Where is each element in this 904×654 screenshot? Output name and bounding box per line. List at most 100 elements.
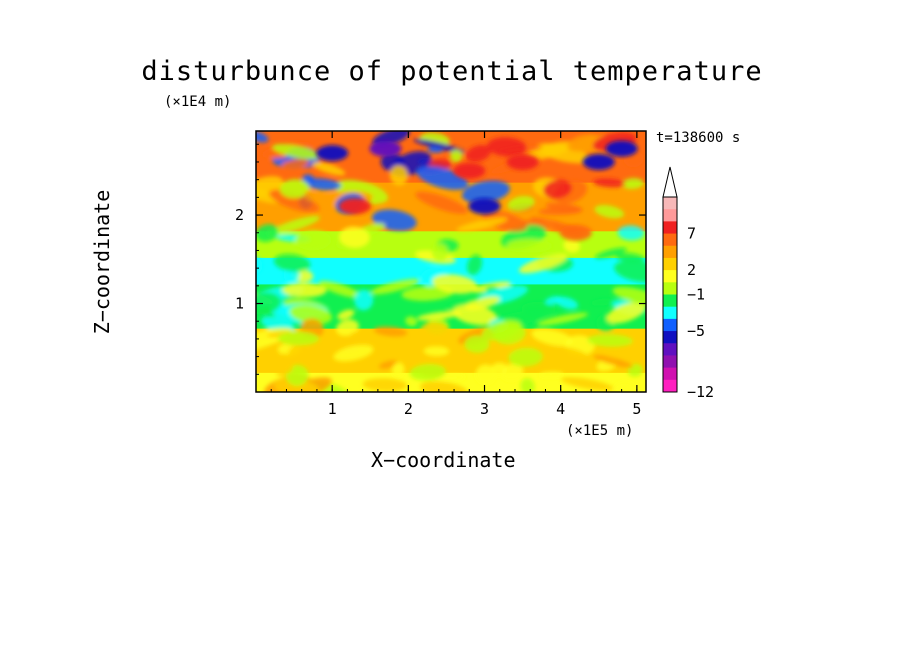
field-feature-blue-minimum [316, 145, 349, 162]
field-patch [487, 137, 527, 157]
field-patch [269, 189, 320, 213]
field-patch [450, 149, 463, 163]
field-feature-blue-minimum [605, 140, 638, 157]
field-patch [423, 346, 450, 357]
field-patch [593, 354, 634, 368]
field-texture [256, 131, 646, 392]
colorbar-bin [663, 367, 677, 381]
field-patch [506, 239, 553, 253]
x-tick-label: 1 [328, 400, 337, 418]
colorbar-bin [663, 257, 677, 271]
colorbar-bin [663, 209, 677, 222]
colorbar-bin [663, 270, 677, 283]
field-patch [289, 304, 333, 325]
field-patch [416, 166, 469, 190]
field-patch [370, 278, 420, 295]
field-patch [295, 230, 332, 251]
field-feature-red-maximum [453, 162, 486, 179]
field-patch [312, 161, 346, 176]
field-feature-blue-minimum [468, 198, 501, 215]
colorbar-bin [663, 343, 677, 356]
colorbar-bin [663, 197, 677, 210]
y-tick-label: 2 [235, 206, 244, 224]
field-patch [272, 143, 320, 160]
field-patch [452, 304, 498, 326]
field-patch [256, 292, 282, 315]
field-patch [281, 159, 310, 169]
colorbar-bin [663, 318, 677, 332]
colorbar-label: −5 [687, 322, 705, 340]
colorbar-bin [663, 379, 677, 393]
colorbar: 7 2 −1 −5 −12 [662, 166, 714, 401]
field-patch [419, 321, 451, 343]
x-tick-label: 3 [480, 400, 489, 418]
field-patch [475, 364, 496, 384]
x-unit-label: (×1E5 m) [566, 423, 634, 439]
colorbar-frame [662, 196, 678, 393]
field-patch [617, 225, 645, 241]
field-patch [456, 217, 508, 232]
field-patch [409, 363, 446, 381]
field-patch [391, 362, 405, 378]
field-feature-orange-maximum [559, 224, 592, 241]
field-patch [336, 319, 359, 336]
colorbar-label: −12 [687, 383, 714, 401]
field-patch [281, 282, 327, 298]
field-patch [337, 309, 355, 320]
field-patch [543, 179, 572, 199]
field-patch [508, 347, 543, 367]
field-patch [405, 316, 418, 327]
field-patch [273, 378, 320, 392]
field-patch [256, 224, 279, 242]
colorbar-bin [663, 233, 677, 247]
field-patch [507, 195, 535, 211]
colorbar-bin [663, 282, 677, 295]
y-unit-label: (×1E4 m) [164, 94, 232, 110]
colorbar-label: −1 [687, 286, 705, 304]
field-patch [465, 145, 491, 163]
plot-frame [255, 130, 647, 393]
field-patch [256, 131, 269, 143]
field-patch [503, 340, 537, 356]
field-patch [467, 254, 483, 276]
field-feature-red-maximum [339, 198, 372, 215]
field-patch [304, 190, 317, 201]
field-patch [277, 331, 320, 346]
y-tick-label: 1 [235, 295, 244, 313]
field-patch [594, 205, 625, 219]
chart-title: disturbunce of potential temperature [141, 56, 763, 87]
axis-ticks: 1 2 3 4 5 1 2 [235, 131, 646, 418]
field-patch [539, 371, 564, 378]
x-tick-label: 2 [404, 400, 413, 418]
field-patch [567, 134, 601, 152]
field-patch [518, 253, 568, 274]
colorbar-extend-arrow [662, 166, 678, 198]
colorbar-bin [663, 294, 677, 308]
field-patch [545, 296, 563, 305]
field-patch [415, 191, 468, 214]
field-patch [591, 298, 614, 306]
field-feature-blue-minimum [582, 153, 615, 170]
colorbar-bin [663, 331, 677, 344]
colorbar-bin [663, 245, 677, 259]
field-patch [614, 260, 646, 283]
field-patch [339, 226, 370, 248]
field-patch [266, 216, 320, 236]
field-patch [538, 207, 583, 216]
field-patch [362, 378, 408, 392]
field-patch [531, 328, 574, 347]
field-patch [612, 286, 646, 306]
field-patch [373, 326, 408, 337]
field-patch [615, 253, 645, 263]
x-axis-label: X−coordinate [371, 448, 516, 472]
field-patch [587, 334, 633, 347]
field-patch [464, 296, 501, 311]
colorbar-bin [663, 355, 677, 369]
field-patch [427, 146, 443, 153]
field-patch [432, 274, 478, 294]
field-patch [413, 139, 466, 153]
x-tick-label: 5 [632, 400, 641, 418]
field-patch [318, 280, 362, 298]
field-patch [288, 344, 308, 357]
